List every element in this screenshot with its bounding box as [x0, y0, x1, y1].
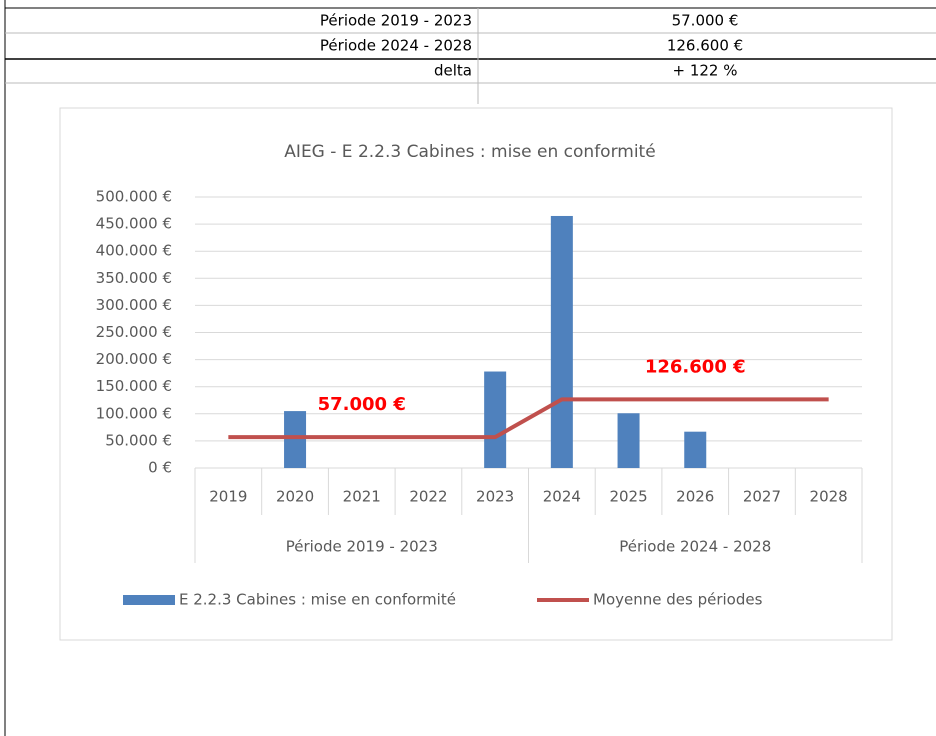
y-tick-label: 200.000 € — [96, 350, 172, 368]
cell: + 122 % — [673, 62, 738, 80]
data-label: 57.000 € — [318, 394, 406, 415]
group-label: Période 2019 - 2023 — [286, 538, 438, 556]
y-tick-label: 500.000 € — [96, 188, 172, 206]
x-tick-label: 2025 — [609, 488, 647, 506]
legend-swatch — [123, 595, 175, 605]
x-tick-label: 2020 — [276, 488, 314, 506]
cell: 57.000 € — [672, 12, 739, 30]
x-tick-label: 2019 — [209, 488, 247, 506]
x-tick-label: 2024 — [543, 488, 581, 506]
y-tick-label: 50.000 € — [105, 431, 172, 449]
cell: Période 2019 - 2023 — [320, 12, 472, 30]
y-tick-label: 250.000 € — [96, 323, 172, 341]
cell: delta — [434, 62, 472, 80]
summary-table: Période 2019 - 2023 57.000 € Période 202… — [5, 7, 936, 104]
data-label: 126.600 € — [645, 356, 746, 377]
y-tick-label: 400.000 € — [96, 242, 172, 260]
x-tick-label: 2022 — [409, 488, 447, 506]
bar — [284, 411, 307, 468]
y-tick-label: 300.000 € — [96, 296, 172, 314]
y-tick-label: 150.000 € — [96, 377, 172, 395]
x-tick-label: 2023 — [476, 488, 514, 506]
x-tick-label: 2027 — [743, 488, 781, 506]
group-label: Période 2024 - 2028 — [619, 538, 771, 556]
cell: 126.600 € — [667, 37, 743, 55]
bar — [617, 413, 640, 468]
bar — [550, 215, 573, 468]
x-tick-label: 2021 — [343, 488, 381, 506]
cell: Période 2024 - 2028 — [320, 37, 472, 55]
y-tick-label: 100.000 € — [96, 404, 172, 422]
x-tick-label: 2026 — [676, 488, 714, 506]
y-tick-label: 350.000 € — [96, 269, 172, 287]
chart-frame — [59, 107, 893, 641]
legend-label: Moyenne des périodes — [593, 591, 763, 609]
chart: 0 € 50.000 € 100.000 € 150.000 € 200.000 € 25… — [96, 188, 863, 609]
x-tick-label: 2028 — [810, 488, 848, 506]
y-tick-label: 450.000 € — [96, 215, 172, 233]
chart-title: AIEG - E 2.2.3 Cabines : mise en conform… — [284, 142, 655, 162]
y-tick-label: 0 € — [148, 459, 172, 477]
bar — [484, 371, 507, 468]
legend-label: E 2.2.3 Cabines : mise en conformité — [179, 591, 456, 609]
bar — [684, 431, 707, 468]
line — [228, 397, 829, 440]
